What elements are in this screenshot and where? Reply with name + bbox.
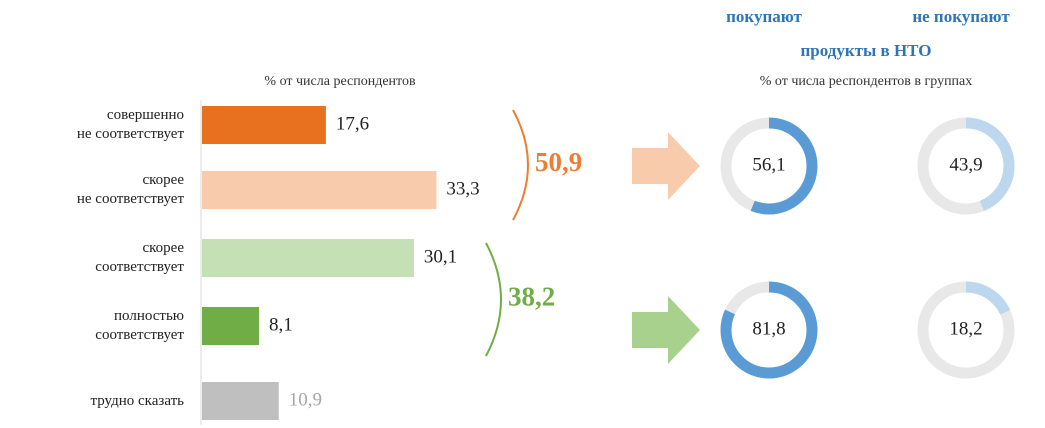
value-label: 30,1 xyxy=(424,246,457,267)
category-label: скорее не соответствует xyxy=(76,172,184,207)
donut-label: 18,2 xyxy=(949,318,982,339)
bar xyxy=(202,239,414,277)
donut-arc xyxy=(720,117,818,215)
bar xyxy=(202,382,279,420)
bar xyxy=(202,106,326,144)
donut-label: 81,8 xyxy=(752,318,785,339)
group-total: 38,2 xyxy=(508,282,555,312)
value-label: 10,9 xyxy=(289,389,322,410)
group-total: 50,9 xyxy=(535,147,582,177)
value-label: 33,3 xyxy=(446,178,479,199)
category-label: скорее соответствует xyxy=(95,240,184,275)
bracket xyxy=(485,242,502,357)
category-label: полностью соответствует xyxy=(95,308,184,343)
value-label: 17,6 xyxy=(336,113,369,134)
donut-arc xyxy=(720,281,818,379)
value-label: 8,1 xyxy=(269,314,293,335)
bar xyxy=(202,171,437,209)
donut-subtitle: % от числа респондентов в группах xyxy=(760,74,973,89)
bar xyxy=(202,307,260,345)
bar-subtitle: % от числа респондентов xyxy=(264,74,416,89)
donut-arc xyxy=(917,117,1015,215)
arrow xyxy=(632,296,700,364)
column-header: покупают xyxy=(726,7,802,26)
donut-label: 56,1 xyxy=(752,154,785,175)
bracket xyxy=(512,109,529,221)
donut-label: 43,9 xyxy=(949,154,982,175)
category-label: трудно сказать xyxy=(90,392,184,409)
column-header: не покупают xyxy=(912,7,1010,26)
donut-title: продукты в НТО xyxy=(800,41,931,60)
arrow xyxy=(632,132,700,200)
donut-arc xyxy=(917,281,1015,379)
category-label: совершенно не соответствует xyxy=(76,107,184,142)
